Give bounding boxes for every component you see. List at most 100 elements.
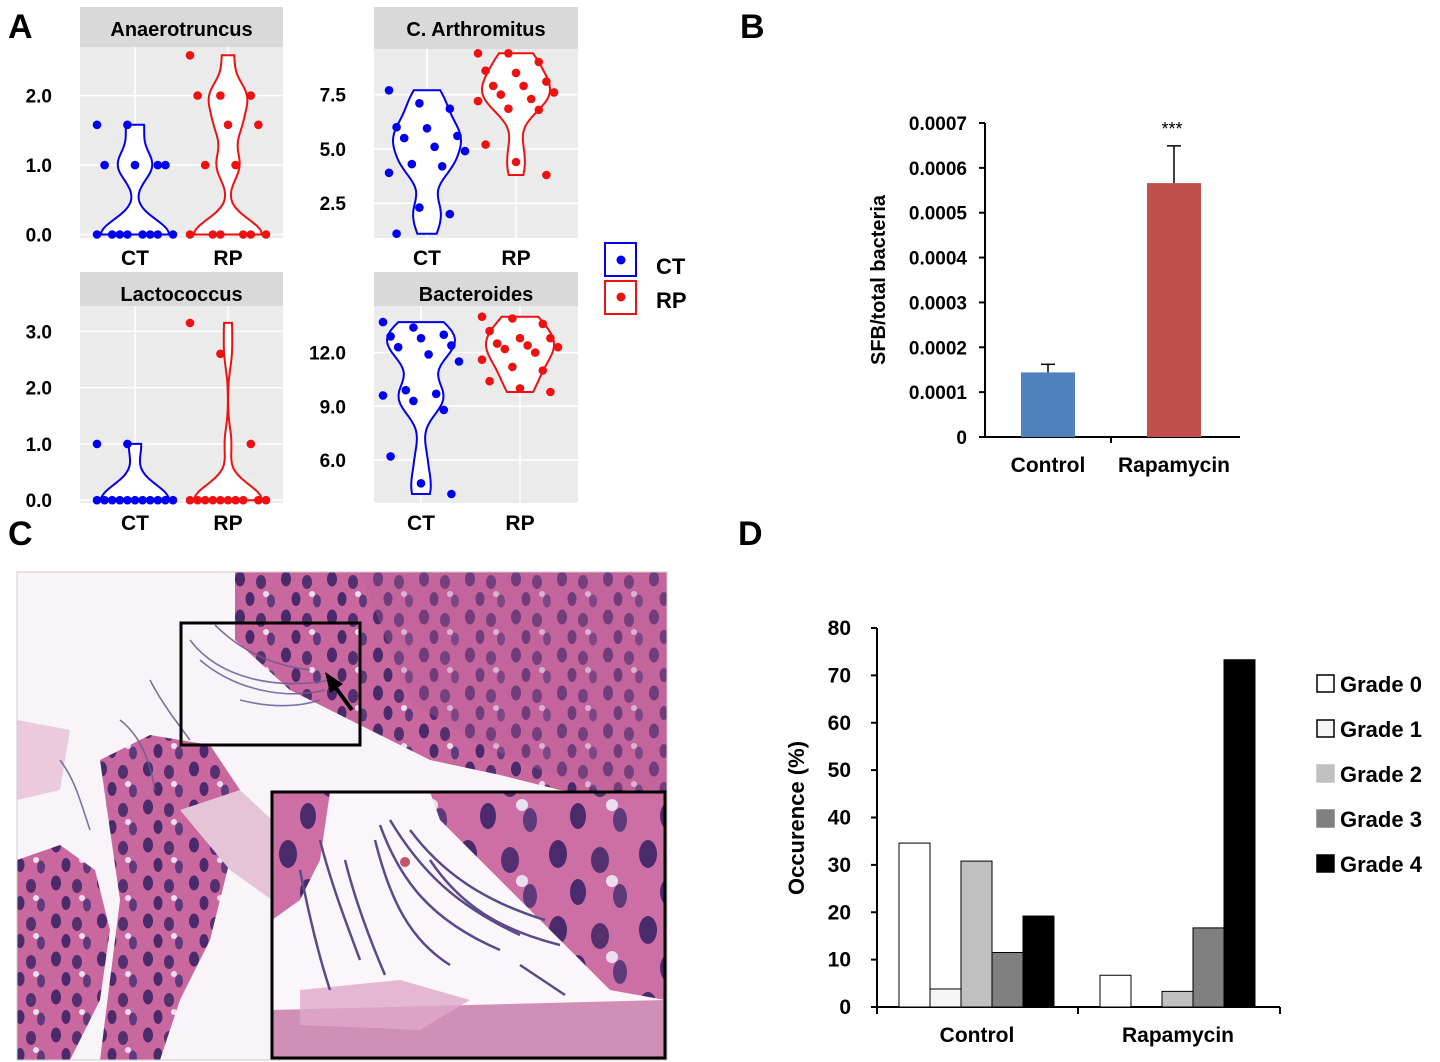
data-point-rp xyxy=(193,91,202,100)
histology-micrograph xyxy=(16,571,668,1061)
data-point-rp xyxy=(238,230,248,239)
micrograph-inset xyxy=(270,790,667,1060)
data-point-ct xyxy=(430,142,439,152)
data-point-rp xyxy=(511,157,521,167)
bar-control xyxy=(1021,372,1075,437)
data-point-ct xyxy=(168,230,178,239)
data-point-ct xyxy=(153,495,163,505)
y-tick-label: 0.0004 xyxy=(909,249,968,270)
data-point-ct xyxy=(123,439,132,449)
grade-occurrence-chart: 0 10 20 30 40 50 60 70 80 Occurence (%) Control Rap… xyxy=(784,617,1423,1047)
violin-plot-bacteroides: Bacteroides 6.0 9.0 12.0 CT RP xyxy=(309,272,578,535)
data-point-rp xyxy=(485,326,494,336)
data-point-rp xyxy=(526,94,536,104)
violin-ct xyxy=(391,89,463,235)
data-point-ct xyxy=(386,452,395,461)
violin-plot-anaerotruncus: Anaerotruncus 0.0 1.0 2.0 CT RP xyxy=(26,7,283,270)
legend-label-ct: CT xyxy=(656,254,686,279)
data-point-rp xyxy=(200,160,210,170)
data-point-ct xyxy=(100,495,109,505)
legend-dot-rp xyxy=(616,292,626,302)
y-tick-label: 60 xyxy=(828,712,851,735)
legend-dot-ct xyxy=(616,255,626,265)
data-point-rp xyxy=(500,344,510,354)
data-point-rp xyxy=(246,439,256,449)
data-point-ct xyxy=(115,230,125,239)
y-tick-label: 0 xyxy=(839,996,851,1019)
data-point-ct xyxy=(123,495,132,505)
data-point-rp xyxy=(508,314,517,323)
sfb-bar-chart: 0 0.0001 0.0002 0.0003 0.0004 0.0005 0.0006 0.0… xyxy=(868,114,1240,477)
data-point-ct xyxy=(378,391,388,400)
y-tick-label: 9.0 xyxy=(320,397,346,418)
data-point-rp xyxy=(546,333,555,343)
data-point-rp xyxy=(515,333,525,343)
data-point-ct xyxy=(454,357,464,366)
data-point-ct xyxy=(384,86,394,95)
panel-label-a: A xyxy=(8,8,33,46)
data-point-rp xyxy=(534,105,544,115)
micrograph-border xyxy=(16,571,668,1061)
data-point-rp xyxy=(200,495,210,505)
bar-grade-0-control xyxy=(898,842,931,1008)
legend-key-ct xyxy=(604,242,637,277)
y-tick-label: 0.0003 xyxy=(909,293,967,314)
legend-panel-a: CT RP xyxy=(604,242,687,315)
facet-title-anaerotruncus: Anaerotruncus xyxy=(110,19,252,41)
data-point-ct xyxy=(92,495,102,505)
data-point-rp xyxy=(477,312,487,322)
y-axis-title: SFB/total bacteria xyxy=(868,194,890,365)
data-point-rp xyxy=(523,341,532,350)
data-point-ct xyxy=(415,203,424,212)
data-point-ct xyxy=(153,230,163,239)
y-tick-label: 5.0 xyxy=(320,140,346,161)
data-point-ct xyxy=(92,230,102,239)
y-tick-label: 0.0001 xyxy=(909,383,968,404)
data-point-rp xyxy=(246,91,256,100)
facet-title-c-arthromitus: C. Arthromitus xyxy=(406,19,545,41)
data-point-ct xyxy=(399,133,409,143)
x-tick-label-rapamycin: Rapamycin xyxy=(1122,1024,1234,1047)
facet-strip xyxy=(374,7,578,49)
data-point-rp xyxy=(481,66,490,75)
y-tick-label: 70 xyxy=(828,664,851,687)
y-tick-label: 30 xyxy=(828,854,851,877)
data-point-ct xyxy=(130,160,140,170)
facet-title-lactococcus: Lactococcus xyxy=(120,284,242,306)
violin-plot-lactococcus: Lactococcus 0.0 1.0 2.0 3.0 CT RP xyxy=(26,272,283,535)
data-point-rp xyxy=(473,49,483,58)
data-point-rp xyxy=(538,319,548,329)
data-point-ct xyxy=(424,350,433,359)
data-point-ct xyxy=(415,99,424,108)
data-point-ct xyxy=(384,168,394,178)
data-point-ct xyxy=(161,495,170,505)
data-point-rp xyxy=(477,355,487,365)
data-point-ct xyxy=(401,385,411,395)
legend-swatch-grade-1 xyxy=(1316,719,1335,738)
data-point-ct xyxy=(107,495,117,505)
data-point-ct xyxy=(392,229,401,238)
violin-rp xyxy=(192,54,264,236)
data-point-rp xyxy=(511,68,521,78)
plot-panel xyxy=(80,306,283,503)
data-point-rp xyxy=(223,120,233,130)
y-tick-label: 50 xyxy=(828,759,851,782)
data-point-rp xyxy=(488,81,498,91)
data-point-ct xyxy=(416,479,426,488)
y-tick-label: 0.0 xyxy=(26,491,52,512)
bar-grade-4-control xyxy=(1022,915,1055,1008)
legend-swatch-grade-3 xyxy=(1316,809,1335,828)
data-point-ct xyxy=(392,122,401,132)
data-point-ct xyxy=(145,230,155,239)
data-point-rp xyxy=(208,230,218,239)
data-point-rp xyxy=(504,49,513,58)
bar-grade-0-rapamycin xyxy=(1099,974,1132,1008)
data-point-rp xyxy=(185,230,195,239)
x-tick-label-rp: RP xyxy=(501,247,530,270)
data-point-rp xyxy=(261,495,271,505)
y-tick-label: 2.0 xyxy=(26,379,52,400)
plot-panel xyxy=(80,47,283,238)
data-point-rp xyxy=(216,91,225,100)
data-point-ct xyxy=(145,495,155,505)
data-point-ct xyxy=(447,341,456,350)
